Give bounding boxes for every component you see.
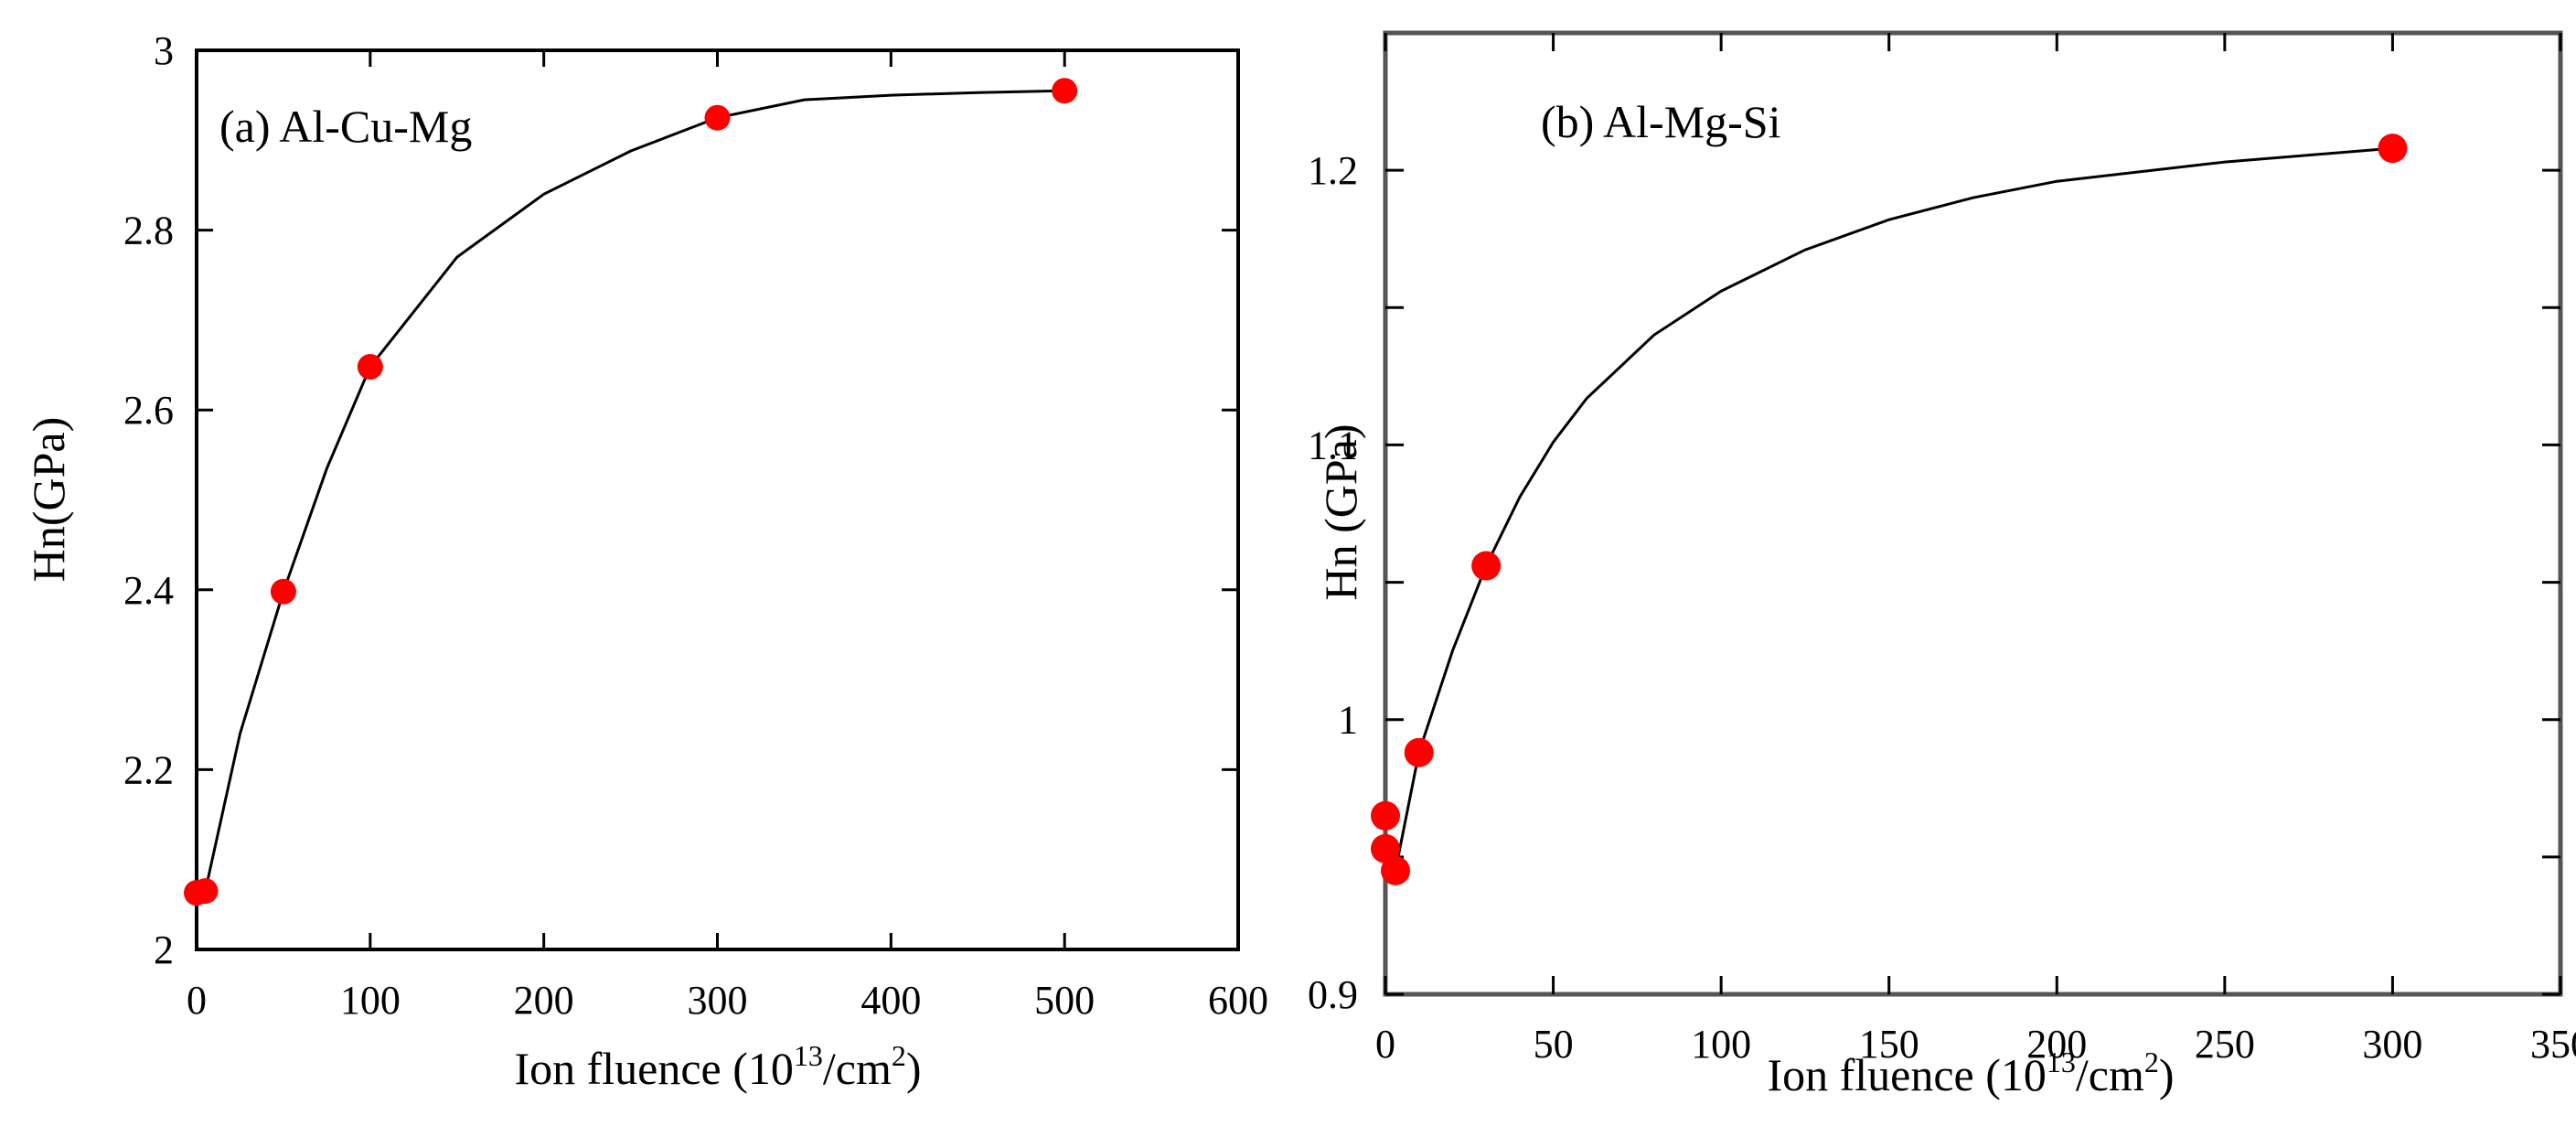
data-point — [1371, 833, 1400, 863]
x-axis-title: Ion fluence (1013/cm2) — [1767, 1046, 2174, 1100]
x-tick-label: 100 — [1691, 1022, 1751, 1067]
x-tick-label: 100 — [340, 978, 401, 1023]
y-tick-label: 1.2 — [1308, 148, 1358, 193]
x-axis-title-superscript: 13 — [2047, 1046, 2076, 1078]
x-axis-title-text: /cm — [823, 1043, 892, 1094]
chart-panel-a: 0 100 200 300 400 500 600 2 2.2 2.4 2.6 2.8 3 (a) Al-… — [23, 28, 1268, 1094]
x-axis-title-superscript: 13 — [794, 1039, 823, 1072]
x-axis-title-superscript: 2 — [2144, 1046, 2159, 1078]
x-tick-label: 300 — [2362, 1022, 2422, 1067]
panel-label: (a) Al-Cu-Mg — [219, 101, 472, 152]
panel-label: (b) Al-Mg-Si — [1541, 96, 1781, 147]
y-axis-title: Hn (GPa) — [1315, 424, 1366, 600]
x-tick-label: 0 — [187, 978, 207, 1023]
y-tick-label: 2.6 — [123, 388, 174, 433]
x-tick-label: 0 — [1375, 1022, 1395, 1067]
x-axis-title-text: ) — [2159, 1049, 2175, 1100]
x-axis-title: Ion fluence (1013/cm2) — [514, 1039, 921, 1094]
plot-frame — [1383, 30, 2563, 997]
data-point — [192, 878, 219, 905]
x-tick-label: 350 — [2530, 1022, 2576, 1067]
data-point — [1381, 855, 1411, 885]
y-tick-label: 2.2 — [123, 747, 174, 792]
x-tick-label: 200 — [2026, 1022, 2087, 1067]
x-tick-label: 200 — [514, 978, 574, 1023]
y-tick-label: 1 — [1338, 698, 1358, 743]
x-tick-label: 250 — [2195, 1022, 2255, 1067]
data-point — [1471, 551, 1502, 581]
x-axis-title-text: Ion fluence (10 — [1767, 1049, 2046, 1100]
data-point — [1404, 737, 1434, 767]
y-tick-label: 3 — [154, 28, 174, 73]
chart-panel-b: 0 50 100 150 200 250 300 350 0.9 1 1.1 1.2 (b) Al-Mg… — [1308, 30, 2576, 1100]
x-axis-title-superscript: 2 — [892, 1039, 906, 1072]
y-tick-label: 0.9 — [1308, 972, 1358, 1017]
data-point — [1052, 78, 1078, 104]
x-tick-label: 300 — [688, 978, 748, 1023]
x-tick-label: 150 — [1859, 1022, 1919, 1067]
x-tick-label: 500 — [1034, 978, 1095, 1023]
data-point — [357, 354, 383, 381]
fit-curve — [1394, 146, 2393, 872]
x-axis-title-text: /cm — [2076, 1049, 2144, 1100]
data-point — [270, 578, 296, 605]
plot-frame — [195, 48, 1240, 951]
x-tick-label: 400 — [860, 978, 921, 1023]
y-tick-label: 2.4 — [123, 568, 174, 613]
y-axis-title: Hn(GPa) — [23, 417, 74, 583]
x-axis-title-text: Ion fluence (10 — [514, 1043, 793, 1094]
data-point — [1371, 800, 1400, 831]
data-point — [2378, 134, 2408, 164]
x-axis-title-text: ) — [906, 1043, 922, 1094]
x-tick-label: 600 — [1208, 978, 1268, 1023]
y-tick-label: 1.1 — [1308, 423, 1358, 467]
x-tick-label: 50 — [1534, 1022, 1574, 1067]
data-point — [704, 104, 731, 131]
y-tick-label: 2.8 — [123, 209, 174, 253]
fit-curve — [196, 89, 1065, 895]
y-tick-label: 2 — [154, 928, 174, 972]
